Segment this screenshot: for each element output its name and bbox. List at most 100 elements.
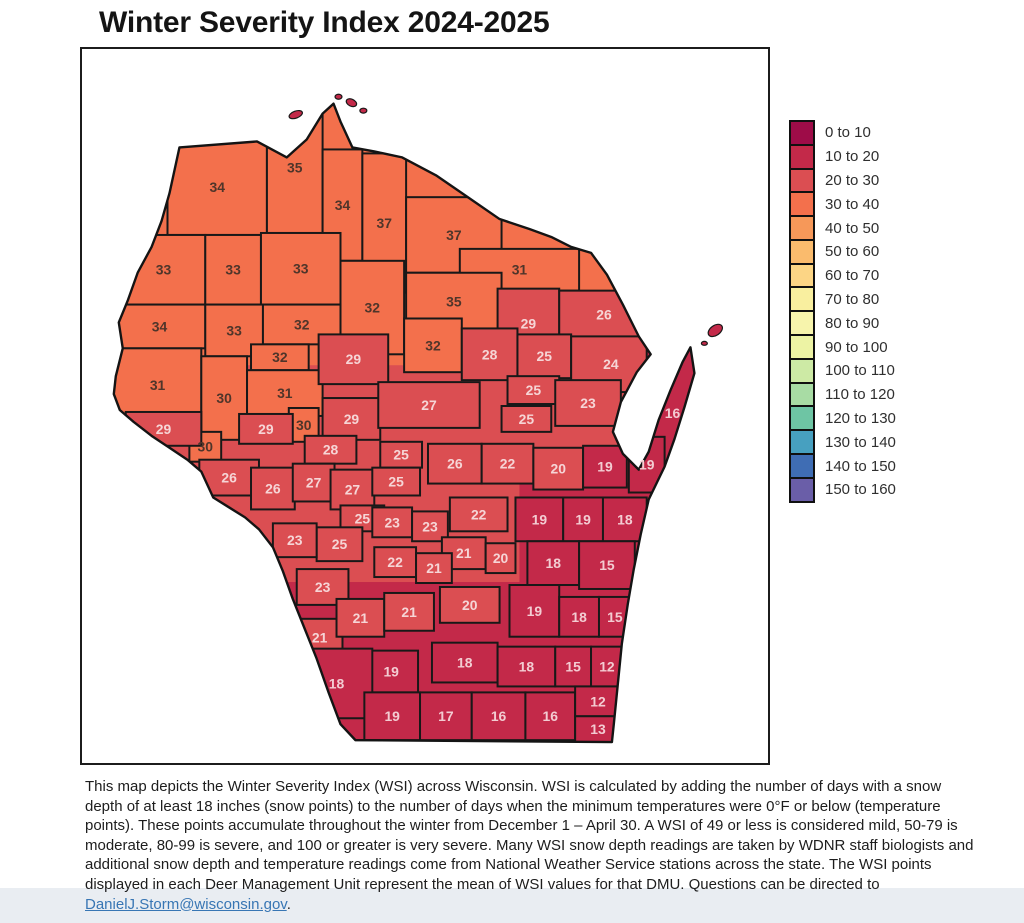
dmu-value-label: 23 [287,532,303,548]
dmu-value-label: 32 [272,349,288,365]
dmu-value-label: 28 [482,346,498,362]
legend-label: 90 to 100 [825,338,888,356]
legend-label: 10 to 20 [825,148,880,166]
legend-swatch [789,191,815,218]
legend-swatch [789,453,815,480]
dmu-value-label: 18 [617,511,633,527]
dmu-value-label: 37 [377,215,393,231]
dmu-region [261,303,342,346]
dmu-region [601,496,648,543]
dmu-value-label: 13 [590,721,606,737]
dmu-value-label: 29 [344,411,360,427]
dmu-region [448,496,509,533]
legend-label: 40 to 50 [825,219,880,237]
dmu-region [335,597,386,638]
dmu-value-label: 33 [156,262,172,278]
dmu-region [430,641,499,684]
legend-swatch [789,476,815,503]
description-text: This map depicts the Winter Severity Ind… [85,778,974,893]
island-icon [707,323,724,338]
dmu-value-label: 33 [226,322,242,338]
dmu-region [403,317,463,374]
dmu-value-label: 16 [543,708,559,724]
dmu-value-label: 18 [519,659,535,675]
dmu-value-label: 27 [306,475,322,491]
legend-item: 120 to 130 [789,405,896,432]
dmu-value-label: 25 [388,474,404,490]
legend-swatch [789,310,815,337]
dmu-value-label: 32 [425,337,441,353]
legend-swatch [789,381,815,408]
legend-label: 70 to 80 [825,290,880,308]
legend-label: 110 to 120 [825,386,895,404]
dmu-value-label: 37 [446,227,462,243]
dmu-value-label: 19 [383,663,399,679]
dmu-value-label: 29 [258,421,274,437]
island-icon [345,98,358,108]
map-frame: 34 35 34 37 37 31 33 33 33 32 35 34 33 32 32 32 31 30 31 30… [80,47,770,765]
legend-swatch [789,429,815,456]
legend-label: 140 to 150 [825,457,896,475]
dmu-value-label: 26 [596,306,612,322]
legend-label: 20 to 30 [825,171,880,189]
dmu-value-label: 30 [198,439,214,455]
legend-swatch [789,167,815,194]
legend-item: 40 to 50 [789,215,896,242]
legend-swatch [789,405,815,432]
dmu-region [558,595,600,638]
dmu-region [484,542,517,575]
dmu-region [113,347,203,423]
dmu-value-label: 22 [387,554,403,570]
dmu-value-label: 29 [521,315,537,331]
dmu-value-label: 12 [599,659,615,675]
dmu-value-label: 25 [332,536,348,552]
dmu-value-label: 21 [426,560,442,576]
dmu-value-label: 35 [446,294,462,310]
dmu-value-label: 31 [277,385,293,401]
dmu-value-label: 34 [335,197,351,213]
dmu-value-label: 19 [639,457,655,473]
dmu-value-label: 23 [580,395,596,411]
legend-label: 60 to 70 [825,267,880,285]
dmu-value-label: 25 [537,348,553,364]
dmu-region [250,343,310,372]
dmu-value-label: 23 [422,518,438,534]
legend-item: 110 to 120 [789,381,896,408]
dmu-value-label: 18 [571,609,587,625]
dmu-value-label: 23 [315,579,331,595]
dmu-value-label: 15 [607,609,623,625]
description: This map depicts the Winter Severity Ind… [85,777,980,914]
dmu-value-label: 21 [401,604,417,620]
dmu-value-label: 18 [546,555,562,571]
dmu-value-label: 27 [345,482,361,498]
dmu-value-label: 22 [471,506,487,522]
dmu-value-label: 19 [532,511,548,527]
dmu-region [377,381,481,429]
island-icon [288,109,303,120]
dmu-value-label: 30 [216,390,232,406]
dmu-value-label: 16 [665,405,681,421]
apostle-islands [288,93,368,120]
map-title: Winter Severity Index 2024-2025 [99,6,550,39]
dmu-value-label: 25 [526,382,542,398]
dmu-value-label: 34 [152,318,168,334]
legend-item: 140 to 150 [789,453,896,480]
legend-item: 30 to 40 [789,191,896,218]
dmu-value-label: 20 [493,550,509,566]
dmu-value-label: 31 [150,377,166,393]
dmu-region [426,442,483,485]
dmu-value-label: 31 [512,262,528,278]
dmu-value-label: 21 [456,545,472,561]
legend-label: 80 to 90 [825,314,880,332]
dmu-value-label: 19 [527,603,543,619]
dmu-value-label: 23 [384,514,400,530]
dmu-region [514,496,565,543]
email-link[interactable]: DanielJ.Storm@wisconsin.gov [85,895,287,913]
bottom-band [0,888,1024,923]
dmu-value-label: 33 [293,261,309,277]
dmu-value-label: 18 [329,675,345,691]
dmu-value-label: 15 [599,557,615,573]
legend-item: 0 to 10 [789,119,896,146]
dmu-region [315,526,364,563]
